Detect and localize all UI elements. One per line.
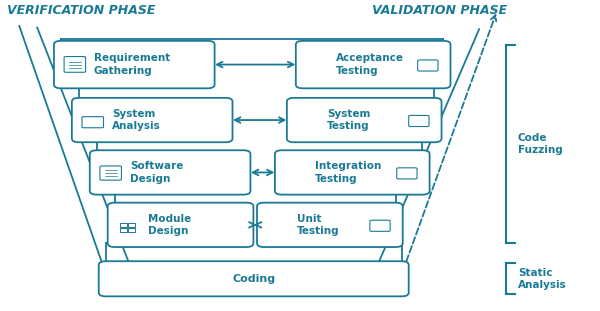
Text: Unit
Testing: Unit Testing xyxy=(297,214,340,236)
FancyBboxPatch shape xyxy=(107,203,253,247)
Text: Integration
Testing: Integration Testing xyxy=(315,161,382,184)
Text: Coding: Coding xyxy=(232,274,275,284)
Text: Software
Design: Software Design xyxy=(130,161,183,184)
FancyBboxPatch shape xyxy=(418,60,438,71)
FancyBboxPatch shape xyxy=(370,220,390,231)
FancyBboxPatch shape xyxy=(99,261,409,296)
FancyBboxPatch shape xyxy=(409,115,429,127)
Text: VALIDATION PHASE: VALIDATION PHASE xyxy=(371,4,507,17)
FancyBboxPatch shape xyxy=(128,228,136,232)
Text: System
Testing: System Testing xyxy=(327,109,370,131)
FancyBboxPatch shape xyxy=(296,41,451,88)
Text: Requirement
Gathering: Requirement Gathering xyxy=(94,53,170,76)
FancyBboxPatch shape xyxy=(275,150,430,195)
FancyBboxPatch shape xyxy=(64,57,86,72)
Text: Code
Fuzzing: Code Fuzzing xyxy=(518,133,563,155)
FancyBboxPatch shape xyxy=(128,224,136,227)
FancyBboxPatch shape xyxy=(257,203,403,247)
FancyBboxPatch shape xyxy=(90,150,250,195)
FancyBboxPatch shape xyxy=(100,166,121,180)
FancyBboxPatch shape xyxy=(72,98,233,142)
FancyBboxPatch shape xyxy=(82,117,104,128)
FancyBboxPatch shape xyxy=(119,228,127,232)
FancyBboxPatch shape xyxy=(287,98,442,142)
FancyBboxPatch shape xyxy=(397,168,417,179)
Text: Module
Design: Module Design xyxy=(148,214,191,236)
Text: System
Analysis: System Analysis xyxy=(112,109,161,131)
Text: Acceptance
Testing: Acceptance Testing xyxy=(336,53,404,76)
FancyBboxPatch shape xyxy=(119,224,127,227)
Text: Static
Analysis: Static Analysis xyxy=(518,267,567,290)
Text: VERIFICATION PHASE: VERIFICATION PHASE xyxy=(7,4,156,17)
FancyBboxPatch shape xyxy=(54,41,215,88)
